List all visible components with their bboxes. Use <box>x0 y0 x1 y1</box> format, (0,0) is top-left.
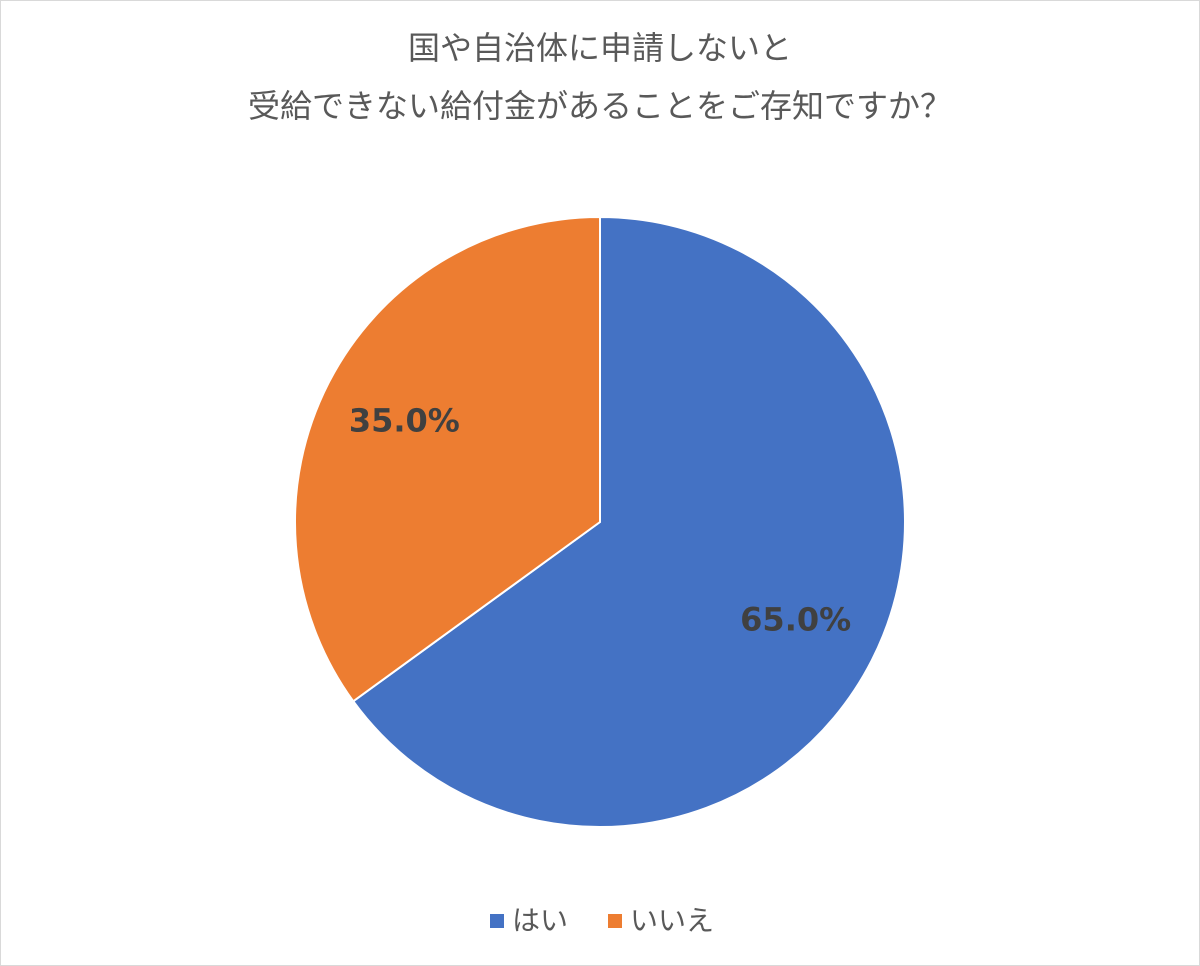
pie-slice <box>351 215 906 828</box>
legend-label: いいえ <box>630 904 714 937</box>
pie-slice <box>294 215 601 703</box>
legend-label: はい <box>512 904 568 937</box>
chart-title: 受給できない給付金があることをご存知ですか？ <box>248 87 952 125</box>
data-label: 65.0% <box>740 601 851 639</box>
legend-swatch <box>490 914 504 928</box>
legend-swatch <box>608 914 622 928</box>
data-label: 35.0% <box>349 401 460 439</box>
chart-title: 国や自治体に申請しないと <box>408 29 792 67</box>
